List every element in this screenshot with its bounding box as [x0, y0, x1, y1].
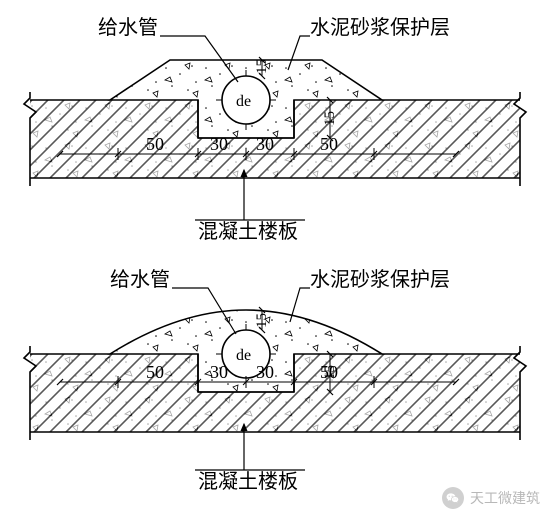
wechat-icon: [442, 487, 464, 509]
dim-50r-1: 50: [320, 134, 338, 154]
slab-label-2: 混凝土楼板: [198, 470, 298, 493]
dim-30l-1: 30: [210, 134, 228, 154]
dim-30r-1: 30: [256, 134, 274, 154]
slab-label-1: 混凝土楼板: [198, 220, 298, 243]
dim-15s-2: 15: [322, 365, 338, 380]
pipe-label-1: 给水管: [98, 16, 158, 39]
watermark: 天工微建筑: [442, 487, 540, 509]
dim-50l-2: 50: [146, 362, 164, 382]
dim-15t-2: 15: [254, 313, 270, 328]
mortar-label-1: 水泥砂浆保护层: [310, 16, 450, 39]
dim-30r-2: 30: [256, 362, 274, 382]
pipe-label-2: 给水管: [110, 268, 170, 291]
dim-50l-1: 50: [146, 134, 164, 154]
dim-15t-1: 15: [254, 59, 270, 74]
watermark-text: 天工微建筑: [470, 488, 540, 508]
de-label-1: de: [236, 93, 251, 110]
dim-15s-1: 15: [322, 111, 338, 126]
dim-30l-2: 30: [210, 362, 228, 382]
mortar-label-2: 水泥砂浆保护层: [310, 268, 450, 291]
de-label-2: de: [236, 347, 251, 364]
